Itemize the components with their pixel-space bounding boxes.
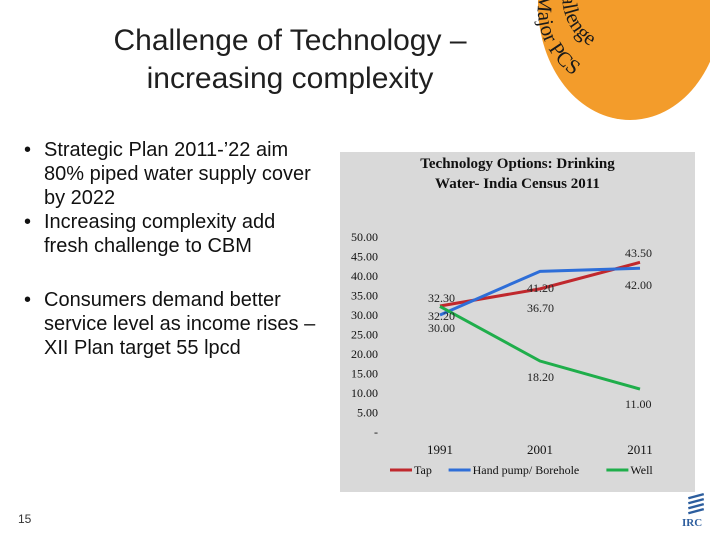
logo-text: IRC [682, 517, 702, 529]
data-label: 32.20 [428, 309, 455, 323]
y-tick-label: 25.00 [351, 328, 378, 342]
bullet-item: Increasing complexity add fresh challeng… [22, 210, 322, 258]
series-line-hand-pump-borehole [439, 266, 641, 317]
data-label: 30.00 [428, 321, 455, 335]
slide-title: Challenge of Technology – increasing com… [60, 22, 520, 98]
data-label: 41.20 [527, 281, 554, 295]
y-tick-label: - [374, 425, 378, 439]
bullet-item: Strategic Plan 2011-’22 aim 80% piped wa… [22, 138, 322, 210]
y-tick-label: 35.00 [351, 289, 378, 303]
bullet-item: Consumers demand better service level as… [22, 288, 322, 360]
y-tick-label: 30.00 [351, 308, 378, 322]
chart-title: Technology Options: Drinking Water- Indi… [340, 152, 695, 194]
data-label: 43.50 [625, 246, 652, 260]
major-pcs-challenge-badge: Major PCS challenge [532, 0, 710, 120]
title-line-2: increasing complexity [146, 62, 434, 95]
x-tick-label: 2011 [627, 442, 653, 457]
legend-label: Well [630, 463, 653, 477]
x-tick-label: 1991 [427, 442, 453, 457]
y-tick-label: 50.00 [351, 230, 378, 244]
title-line-1: Challenge of Technology – [113, 24, 467, 57]
y-tick-label: 15.00 [351, 367, 378, 381]
bullet-list: Strategic Plan 2011-’22 aim 80% piped wa… [22, 138, 322, 360]
chart-title-line-2: Water- India Census 2011 [435, 176, 600, 192]
data-label: 11.00 [625, 397, 652, 411]
y-tick-label: 20.00 [351, 347, 378, 361]
data-label: 36.70 [527, 301, 554, 315]
y-tick-label: 45.00 [351, 250, 378, 264]
legend-label: Tap [414, 463, 432, 477]
chart-title-line-1: Technology Options: Drinking [420, 156, 615, 172]
series-line-well [439, 305, 641, 391]
data-label: 18.20 [527, 370, 554, 384]
page-number: 15 [18, 512, 32, 526]
data-label: 42.00 [625, 278, 652, 292]
y-tick-label: 10.00 [351, 386, 378, 400]
legend-label: Hand pump/ Borehole [473, 463, 580, 477]
chart-container: Technology Options: Drinking Water- Indi… [340, 152, 695, 492]
y-tick-label: 40.00 [351, 269, 378, 283]
line-chart: - 5.00 10.00 15.00 20.00 25.00 30.00 35.00 40.00… [351, 230, 653, 477]
irc-logo: IRC [682, 492, 705, 529]
x-tick-label: 2001 [527, 442, 553, 457]
data-label: 32.30 [428, 291, 455, 305]
badge-shape [538, 0, 710, 120]
y-tick-label: 5.00 [357, 406, 378, 420]
